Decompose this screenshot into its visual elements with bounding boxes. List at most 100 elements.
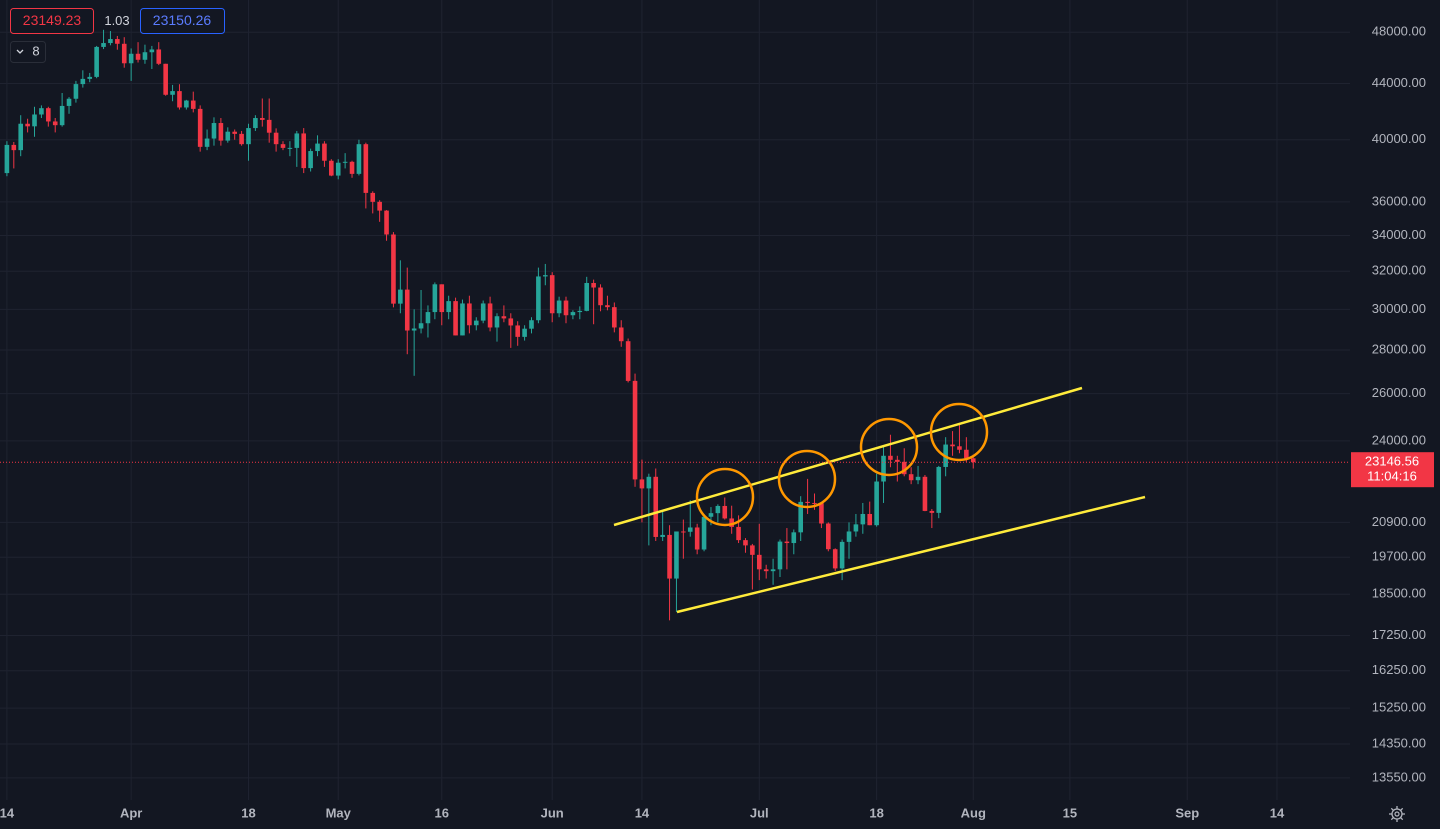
candle-body bbox=[232, 131, 237, 134]
spread: 1.03 bbox=[104, 13, 129, 28]
settings-icon[interactable] bbox=[1389, 806, 1405, 822]
candle-body bbox=[204, 138, 210, 147]
candle-body bbox=[950, 444, 955, 447]
x-tick-label: 14 bbox=[635, 805, 650, 820]
circle-annotation[interactable] bbox=[777, 449, 837, 509]
candle-body bbox=[543, 275, 548, 277]
candle-body bbox=[46, 108, 51, 122]
candle-body bbox=[874, 481, 879, 526]
candle-body bbox=[653, 476, 659, 537]
candle-body bbox=[750, 545, 755, 555]
candle-body bbox=[80, 78, 86, 85]
candle-body bbox=[398, 289, 403, 304]
candle-body bbox=[556, 300, 562, 314]
y-tick-label: 32000.00 bbox=[1372, 263, 1426, 278]
candle-body bbox=[970, 458, 976, 463]
candle-body bbox=[632, 380, 638, 480]
candle-body bbox=[570, 312, 576, 316]
y-tick-label: 48000.00 bbox=[1372, 24, 1426, 39]
indicator-count: 8 bbox=[32, 43, 39, 58]
candle-body bbox=[184, 100, 189, 108]
candle-body bbox=[929, 510, 935, 513]
y-tick-label: 26000.00 bbox=[1372, 385, 1426, 400]
candle-body bbox=[819, 503, 824, 524]
x-tick-label: 18 bbox=[869, 805, 883, 820]
ask-box[interactable] bbox=[140, 8, 225, 34]
y-tick-label: 18500.00 bbox=[1372, 586, 1426, 601]
candle-body bbox=[618, 327, 624, 342]
candle-body bbox=[494, 316, 500, 328]
candle-body bbox=[901, 461, 907, 475]
candle-body bbox=[239, 133, 244, 145]
candle-body bbox=[363, 144, 369, 193]
candle-body bbox=[584, 282, 590, 311]
candle-body bbox=[687, 527, 693, 532]
y-tick-label: 24000.00 bbox=[1372, 432, 1426, 447]
candle-body bbox=[4, 144, 10, 174]
circle-annotation[interactable] bbox=[695, 467, 755, 527]
candle-body bbox=[715, 505, 721, 514]
candle-body bbox=[18, 123, 24, 151]
y-tick-label: 15250.00 bbox=[1372, 700, 1426, 715]
candle-body bbox=[349, 161, 355, 174]
candle-body bbox=[522, 328, 527, 337]
candle-body bbox=[211, 123, 217, 139]
candle-body bbox=[536, 276, 541, 321]
candle-body bbox=[473, 320, 479, 326]
candle-body bbox=[908, 474, 914, 481]
candle-body bbox=[411, 328, 417, 331]
trend-line[interactable] bbox=[676, 495, 1146, 614]
x-tick-label: 16 bbox=[435, 805, 449, 820]
trend-line[interactable] bbox=[613, 386, 1083, 527]
candle-body bbox=[156, 49, 162, 64]
candle-body bbox=[667, 534, 672, 579]
candle-body bbox=[52, 121, 58, 126]
y-tick-label: 20900.00 bbox=[1372, 514, 1426, 529]
grid bbox=[0, 0, 1350, 800]
candle-body bbox=[460, 303, 465, 336]
x-tick-label: Jun bbox=[541, 805, 564, 820]
candles bbox=[4, 29, 976, 621]
candle-body bbox=[591, 282, 596, 288]
candle-body bbox=[94, 46, 99, 77]
candle-body bbox=[708, 513, 714, 517]
candle-body bbox=[791, 532, 797, 544]
candle-body bbox=[197, 108, 203, 147]
candle-body bbox=[432, 284, 438, 313]
bid-box[interactable] bbox=[10, 8, 94, 34]
candle-body bbox=[826, 523, 831, 550]
candle-body bbox=[860, 513, 866, 525]
candle-body bbox=[770, 569, 776, 572]
candle-body bbox=[142, 52, 148, 60]
candle-body bbox=[639, 479, 645, 489]
candle-body bbox=[784, 541, 790, 544]
ask-price: 23150.26 bbox=[153, 12, 212, 28]
candle-body bbox=[846, 531, 852, 542]
circle-annotation[interactable] bbox=[929, 402, 989, 462]
last-price-label: 23146.56 bbox=[1365, 454, 1419, 469]
candle-body bbox=[121, 43, 127, 64]
candle-body bbox=[87, 76, 93, 79]
circle-annotation[interactable] bbox=[859, 417, 919, 477]
candle-body bbox=[549, 275, 555, 314]
y-tick-label: 36000.00 bbox=[1372, 193, 1426, 208]
candle-body bbox=[832, 549, 838, 569]
chevron-icon bbox=[16, 49, 24, 54]
candle-body bbox=[425, 312, 431, 324]
indicators-toggle[interactable] bbox=[10, 41, 46, 63]
candle-body bbox=[59, 105, 65, 126]
candle-body bbox=[377, 201, 382, 211]
candle-body bbox=[888, 455, 893, 460]
candle-body bbox=[881, 455, 886, 482]
candle-body bbox=[253, 118, 258, 129]
candle-body bbox=[32, 114, 37, 127]
candle-body bbox=[605, 305, 610, 308]
candle-body bbox=[701, 516, 707, 550]
candle-body bbox=[805, 501, 810, 503]
candle-body bbox=[529, 320, 534, 329]
candle-body bbox=[563, 300, 569, 316]
candle-body bbox=[329, 160, 334, 176]
candle-body bbox=[225, 131, 231, 141]
